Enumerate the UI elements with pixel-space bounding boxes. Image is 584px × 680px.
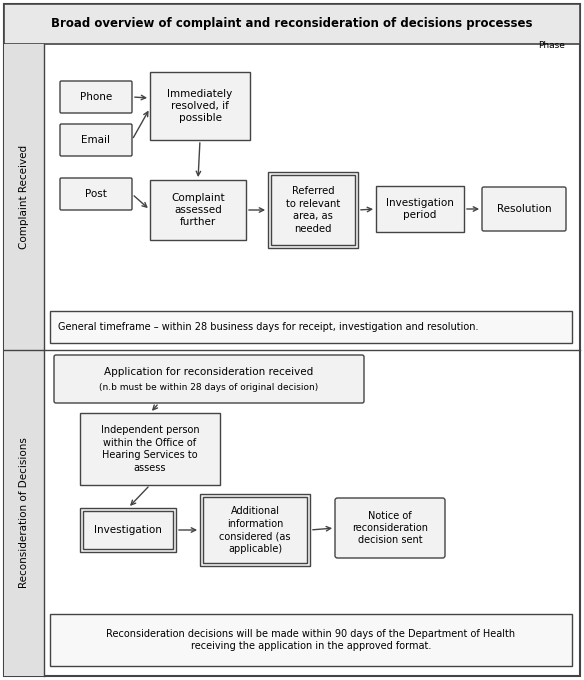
FancyBboxPatch shape bbox=[50, 311, 572, 343]
Text: Phase: Phase bbox=[538, 41, 565, 50]
FancyBboxPatch shape bbox=[80, 508, 176, 552]
FancyBboxPatch shape bbox=[376, 186, 464, 232]
FancyBboxPatch shape bbox=[60, 178, 132, 210]
Text: Email: Email bbox=[82, 135, 110, 145]
FancyBboxPatch shape bbox=[54, 355, 364, 403]
Text: Independent person
within the Office of
Hearing Services to
assess: Independent person within the Office of … bbox=[100, 426, 199, 473]
Text: Broad overview of complaint and reconsideration of decisions processes: Broad overview of complaint and reconsid… bbox=[51, 18, 533, 31]
FancyBboxPatch shape bbox=[60, 124, 132, 156]
FancyBboxPatch shape bbox=[150, 180, 246, 240]
FancyBboxPatch shape bbox=[150, 72, 250, 140]
FancyBboxPatch shape bbox=[203, 497, 307, 563]
FancyBboxPatch shape bbox=[50, 614, 572, 666]
Text: Investigation: Investigation bbox=[94, 525, 162, 535]
FancyBboxPatch shape bbox=[4, 4, 580, 44]
Text: Phone: Phone bbox=[80, 92, 112, 102]
FancyBboxPatch shape bbox=[200, 494, 310, 566]
FancyBboxPatch shape bbox=[482, 187, 566, 231]
FancyBboxPatch shape bbox=[4, 44, 44, 350]
FancyBboxPatch shape bbox=[271, 175, 355, 245]
FancyBboxPatch shape bbox=[335, 498, 445, 558]
Text: Complaint Received: Complaint Received bbox=[19, 145, 29, 249]
Text: Reconsideration decisions will be made within 90 days of the Department of Healt: Reconsideration decisions will be made w… bbox=[106, 629, 516, 651]
FancyBboxPatch shape bbox=[60, 81, 132, 113]
Text: (n.b must be within 28 days of original decision): (n.b must be within 28 days of original … bbox=[99, 384, 319, 392]
Text: Application for reconsideration received: Application for reconsideration received bbox=[105, 367, 314, 377]
Text: Resolution: Resolution bbox=[496, 204, 551, 214]
FancyBboxPatch shape bbox=[80, 413, 220, 485]
Text: Referred
to relevant
area, as
needed: Referred to relevant area, as needed bbox=[286, 186, 340, 234]
Text: Additional
information
considered (as
applicable): Additional information considered (as ap… bbox=[219, 507, 291, 554]
Text: Immediately
resolved, if
possible: Immediately resolved, if possible bbox=[168, 88, 232, 123]
Text: Complaint
assessed
further: Complaint assessed further bbox=[171, 192, 225, 227]
Text: Reconsideration of Decisions: Reconsideration of Decisions bbox=[19, 437, 29, 588]
FancyBboxPatch shape bbox=[83, 511, 173, 549]
Text: Post: Post bbox=[85, 189, 107, 199]
FancyBboxPatch shape bbox=[4, 350, 44, 676]
Text: General timeframe – within 28 business days for receipt, investigation and resol: General timeframe – within 28 business d… bbox=[58, 322, 478, 332]
FancyBboxPatch shape bbox=[268, 172, 358, 248]
Text: Investigation
period: Investigation period bbox=[386, 198, 454, 220]
FancyBboxPatch shape bbox=[4, 4, 580, 676]
Text: Notice of
reconsideration
decision sent: Notice of reconsideration decision sent bbox=[352, 511, 428, 545]
